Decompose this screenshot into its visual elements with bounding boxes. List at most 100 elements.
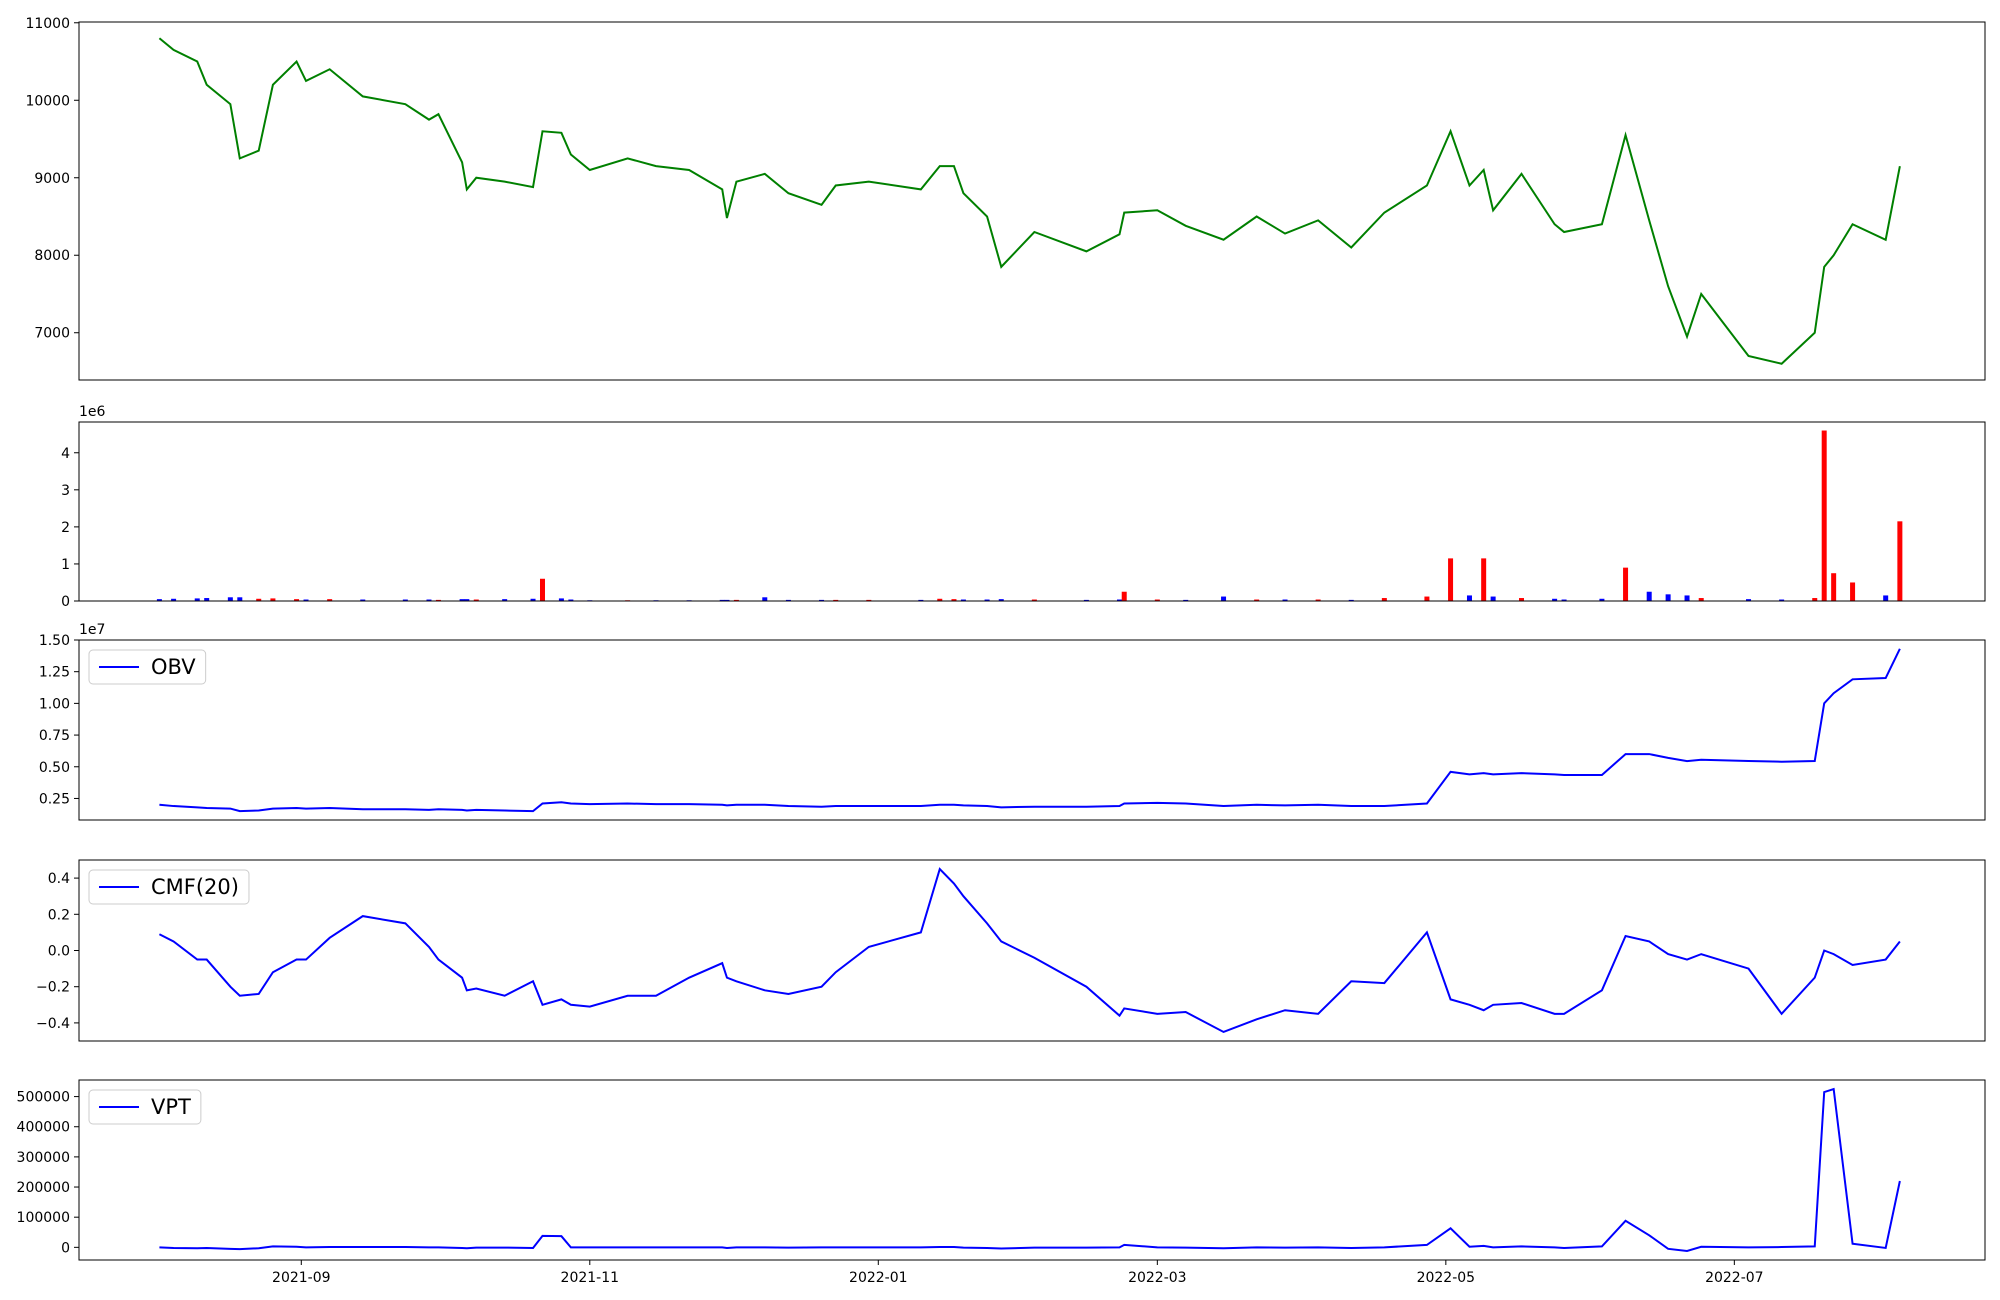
bar [256, 598, 262, 601]
bar [1519, 598, 1525, 601]
y-tick-label: 500000 [17, 1090, 70, 1106]
line-series [159, 648, 1901, 813]
bar [402, 599, 408, 601]
legend-label: VPT [151, 1095, 191, 1119]
bar [960, 599, 966, 601]
bar [426, 599, 432, 601]
line-series [158, 867, 1901, 1034]
bar [1746, 599, 1752, 601]
bar [1552, 598, 1558, 601]
bar [1381, 598, 1387, 601]
bar [719, 599, 725, 601]
y-tick-label: 0.25 [39, 791, 70, 807]
plot-frame [78, 421, 1986, 602]
bar [530, 598, 536, 601]
y-tick-label: 2 [61, 520, 70, 536]
bar [1821, 430, 1827, 601]
bar [833, 599, 839, 601]
bar [539, 578, 545, 601]
y-tick-label: 8000 [34, 248, 70, 264]
x-tick-label: 2022-07 [1705, 1270, 1764, 1286]
offset-text: 1e7 [79, 622, 105, 638]
bar [435, 599, 441, 601]
bar [237, 597, 243, 601]
y-tick-label: 100000 [17, 1210, 70, 1226]
bar [1282, 599, 1288, 601]
bar [1623, 567, 1629, 601]
bar [1466, 595, 1472, 601]
bar [762, 597, 768, 601]
bar [1315, 599, 1321, 601]
x-tick-label: 2022-01 [849, 1270, 908, 1286]
bar [1561, 599, 1567, 601]
bar [1481, 558, 1487, 601]
bar [1448, 558, 1454, 601]
y-tick-label: 0 [61, 1240, 70, 1256]
y-tick-label: 1.00 [39, 696, 70, 712]
bar [303, 599, 309, 601]
y-tick-label: 11000 [25, 16, 70, 32]
bar [998, 599, 1004, 601]
bar [1116, 599, 1122, 601]
bar [1348, 599, 1354, 601]
bar [984, 599, 990, 601]
plot-frame [78, 1079, 1986, 1261]
bar [459, 599, 465, 601]
bar [558, 598, 564, 601]
bar [1121, 591, 1127, 601]
bar [918, 599, 924, 601]
bar [1221, 596, 1227, 601]
y-tick-label: 200000 [17, 1180, 70, 1196]
y-tick-label: −0.4 [36, 1016, 70, 1032]
bar [1812, 598, 1818, 601]
bar [1897, 521, 1903, 601]
y-tick-label: 9000 [34, 171, 70, 187]
legend-box [88, 649, 207, 685]
bar [270, 598, 276, 601]
y-tick-label: 300000 [17, 1150, 70, 1166]
bar [1698, 598, 1704, 601]
bar [1490, 596, 1496, 601]
bar [360, 599, 366, 601]
y-tick-label: 400000 [17, 1120, 70, 1136]
offset-text: 1e6 [79, 404, 106, 420]
bar [1083, 599, 1089, 601]
bar [1254, 599, 1260, 601]
bar [204, 598, 210, 601]
bar [1779, 599, 1785, 601]
bar [327, 599, 333, 601]
y-tick-label: 0.4 [48, 871, 70, 887]
x-tick-label: 2021-09 [272, 1270, 331, 1286]
legend-box [88, 1089, 202, 1125]
bar [866, 599, 872, 601]
legend-box [88, 869, 250, 905]
bar [1831, 573, 1837, 601]
y-tick-label: 0 [61, 594, 70, 610]
x-tick-label: 2021-11 [561, 1270, 620, 1286]
line-series [158, 37, 1901, 365]
line-series [159, 1087, 1901, 1252]
bar [733, 599, 739, 601]
x-tick-label: 2022-05 [1417, 1270, 1476, 1286]
y-tick-label: 0.2 [48, 907, 70, 923]
legend-label: OBV [151, 655, 196, 679]
bar [1646, 591, 1652, 601]
bar [951, 599, 957, 601]
bar [1154, 599, 1160, 601]
y-tick-label: 10000 [25, 93, 70, 109]
bar [156, 599, 162, 601]
y-tick-label: 0.75 [39, 728, 70, 744]
bar [464, 599, 470, 601]
y-tick-label: 4 [61, 446, 70, 462]
y-tick-label: −0.2 [36, 980, 70, 996]
bar [171, 598, 177, 601]
legend-label: CMF(20) [151, 875, 239, 899]
y-tick-label: 3 [61, 483, 70, 499]
y-tick-label: 0.50 [39, 760, 70, 776]
bar [502, 599, 508, 601]
bar [1883, 595, 1889, 601]
bar [194, 598, 200, 601]
bar [1599, 598, 1605, 601]
bar [1424, 596, 1430, 601]
